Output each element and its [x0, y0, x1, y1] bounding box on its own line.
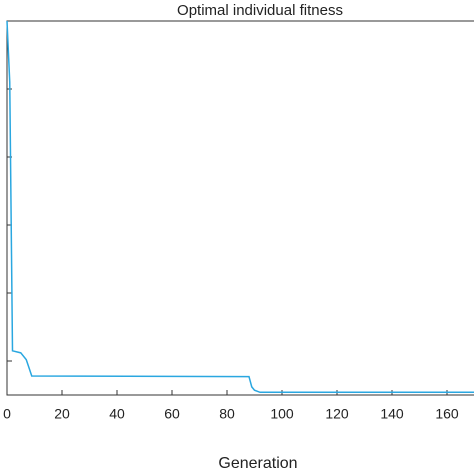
x-tick-label: 60 [164, 406, 180, 422]
x-tick-label: 140 [380, 406, 404, 422]
axes-box [6, 20, 474, 396]
x-tick-label: 120 [325, 406, 349, 422]
x-axis-label: Generation [218, 455, 297, 472]
x-tick-label: 0 [3, 406, 11, 422]
x-tick-label: 20 [54, 406, 70, 422]
x-tick-label: 100 [270, 406, 294, 422]
x-tick-label: 80 [219, 406, 235, 422]
chart-title: Optimal individual fitness [177, 2, 343, 19]
line [6, 20, 474, 394]
x-tick-label: 160 [435, 406, 459, 422]
x-tick-label: 40 [109, 406, 125, 422]
